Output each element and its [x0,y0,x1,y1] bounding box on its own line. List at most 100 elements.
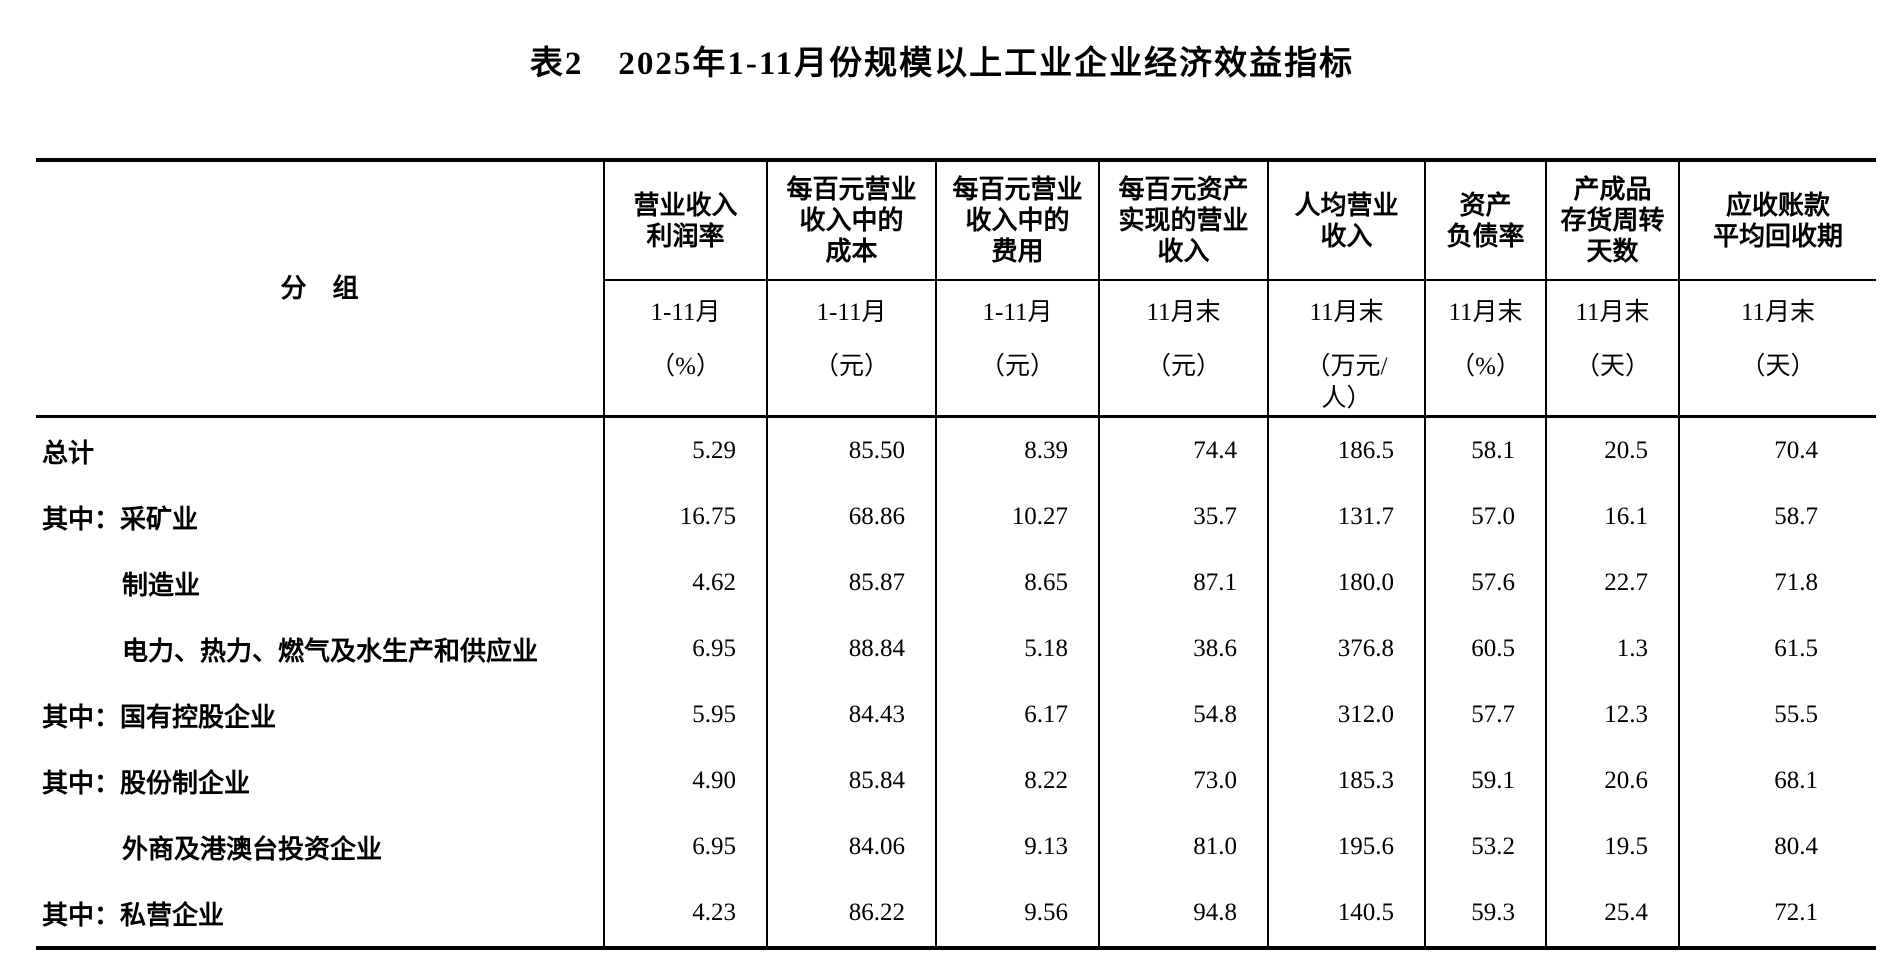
value-cell: 81.0 [1098,814,1268,880]
value-cell: 88.84 [766,616,936,682]
value-cell: 195.6 [1267,814,1425,880]
row-label: 其中：采矿业 [42,504,199,534]
column-subheader: 11月末 （元） [1098,280,1268,418]
row-label: 其中：私营企业 [42,900,225,930]
unit-label: （天） [1740,353,1816,380]
column-header: 营业收入 利润率 [603,160,767,281]
unit-label: （万元/ 人） [1305,353,1388,412]
value-cell: 85.84 [766,748,936,814]
value-cell: 35.7 [1098,484,1268,550]
indicators-table: 分 组 营业收入 利润率 每百元营业 收入中的 成本 每百元营业 收入中的 费用… [36,158,1876,950]
value-cell: 131.7 [1267,484,1425,550]
value-cell: 186.5 [1267,416,1425,484]
row-label: 电力、热力、燃气及水生产和供应业 [122,636,539,666]
unit-label: （元） [979,353,1055,380]
value-cell: 25.4 [1545,880,1679,948]
period-label: 1-11月 [982,299,1053,326]
value-cell: 58.1 [1424,416,1546,484]
value-cell: 57.6 [1424,550,1546,616]
value-cell: 87.1 [1098,550,1268,616]
group-header-cell: 分 组 [36,160,604,418]
value-cell: 8.65 [935,550,1099,616]
value-cell: 9.56 [935,880,1099,948]
table-row: 电力、热力、燃气及水生产和供应业 6.95 88.84 5.18 38.6 37… [36,616,1876,682]
table-row: 制造业 4.62 85.87 8.65 87.1 180.0 57.6 22.7… [36,550,1876,616]
value-cell: 53.2 [1424,814,1546,880]
value-cell: 19.5 [1545,814,1679,880]
value-cell: 312.0 [1267,682,1425,748]
unit-label: （天） [1574,353,1650,380]
table-row: 外商及港澳台投资企业 6.95 84.06 9.13 81.0 195.6 53… [36,814,1876,880]
value-cell: 20.5 [1545,416,1679,484]
value-cell: 57.7 [1424,682,1546,748]
table-row: 其中：私营企业 4.23 86.22 9.56 94.8 140.5 59.3 … [36,880,1876,948]
value-cell: 68.1 [1678,748,1876,814]
period-label: 11月末 [1146,299,1221,326]
value-cell: 5.95 [603,682,767,748]
value-cell: 20.6 [1545,748,1679,814]
column-subheader: 1-11月 （元） [935,280,1099,418]
table-row: 总计 5.29 85.50 8.39 74.4 186.5 58.1 20.5 … [36,416,1876,484]
value-cell: 4.90 [603,748,767,814]
period-label: 11月末 [1740,299,1816,326]
value-cell: 140.5 [1267,880,1425,948]
column-header: 应收账款 平均回收期 [1678,160,1876,281]
value-cell: 59.3 [1424,880,1546,948]
value-cell: 12.3 [1545,682,1679,748]
value-cell: 22.7 [1545,550,1679,616]
value-cell: 185.3 [1267,748,1425,814]
value-cell: 94.8 [1098,880,1268,948]
row-label: 制造业 [122,570,201,600]
value-cell: 376.8 [1267,616,1425,682]
value-cell: 4.23 [603,880,767,948]
value-cell: 58.7 [1678,484,1876,550]
column-header: 每百元营业 收入中的 成本 [766,160,936,281]
value-cell: 84.43 [766,682,936,748]
value-cell: 10.27 [935,484,1099,550]
value-cell: 59.1 [1424,748,1546,814]
value-cell: 6.17 [935,682,1099,748]
column-subheader: 11月末 （天） [1678,280,1876,418]
column-header: 资产 负债率 [1424,160,1546,281]
value-cell: 68.86 [766,484,936,550]
table-row: 其中：采矿业 16.75 68.86 10.27 35.7 131.7 57.0… [36,484,1876,550]
column-subheader: 11月末 （%） [1424,280,1546,418]
value-cell: 5.29 [603,416,767,484]
value-cell: 80.4 [1678,814,1876,880]
column-subheader: 11月末 （万元/ 人） [1267,280,1425,418]
column-subheader: 1-11月 （%） [603,280,767,418]
value-cell: 84.06 [766,814,936,880]
period-label: 11月末 [1448,299,1523,326]
value-cell: 4.62 [603,550,767,616]
value-cell: 16.75 [603,484,767,550]
value-cell: 5.18 [935,616,1099,682]
value-cell: 6.95 [603,616,767,682]
value-cell: 73.0 [1098,748,1268,814]
column-subheader: 11月末 （天） [1545,280,1679,418]
table-row: 其中：国有控股企业 5.95 84.43 6.17 54.8 312.0 57.… [36,682,1876,748]
unit-label: （%） [650,353,721,380]
value-cell: 86.22 [766,880,936,948]
value-cell: 85.50 [766,416,936,484]
header-row-names: 分 组 营业收入 利润率 每百元营业 收入中的 成本 每百元营业 收入中的 费用… [36,160,1876,418]
value-cell: 8.22 [935,748,1099,814]
column-header: 人均营业 收入 [1267,160,1425,281]
column-header: 每百元资产 实现的营业 收入 [1098,160,1268,281]
row-label: 其中：股份制企业 [42,768,251,798]
value-cell: 61.5 [1678,616,1876,682]
period-label: 11月末 [1575,299,1650,326]
page-title: 表2 2025年1-11月份规模以上工业企业经济效益指标 [529,46,1355,82]
header-row-period-unit: 1-11月 （%） 1-11月 （元） 1-11月 （元） 11月末 （元） 1… [36,280,1876,418]
value-cell: 55.5 [1678,682,1876,748]
row-label: 总计 [42,438,95,468]
value-cell: 57.0 [1424,484,1546,550]
value-cell: 85.87 [766,550,936,616]
unit-label: （元） [1145,353,1221,380]
value-cell: 1.3 [1545,616,1679,682]
value-cell: 9.13 [935,814,1099,880]
value-cell: 16.1 [1545,484,1679,550]
unit-label: （%） [1450,353,1521,380]
period-label: 11月末 [1309,299,1384,326]
column-subheader: 1-11月 （元） [766,280,936,418]
